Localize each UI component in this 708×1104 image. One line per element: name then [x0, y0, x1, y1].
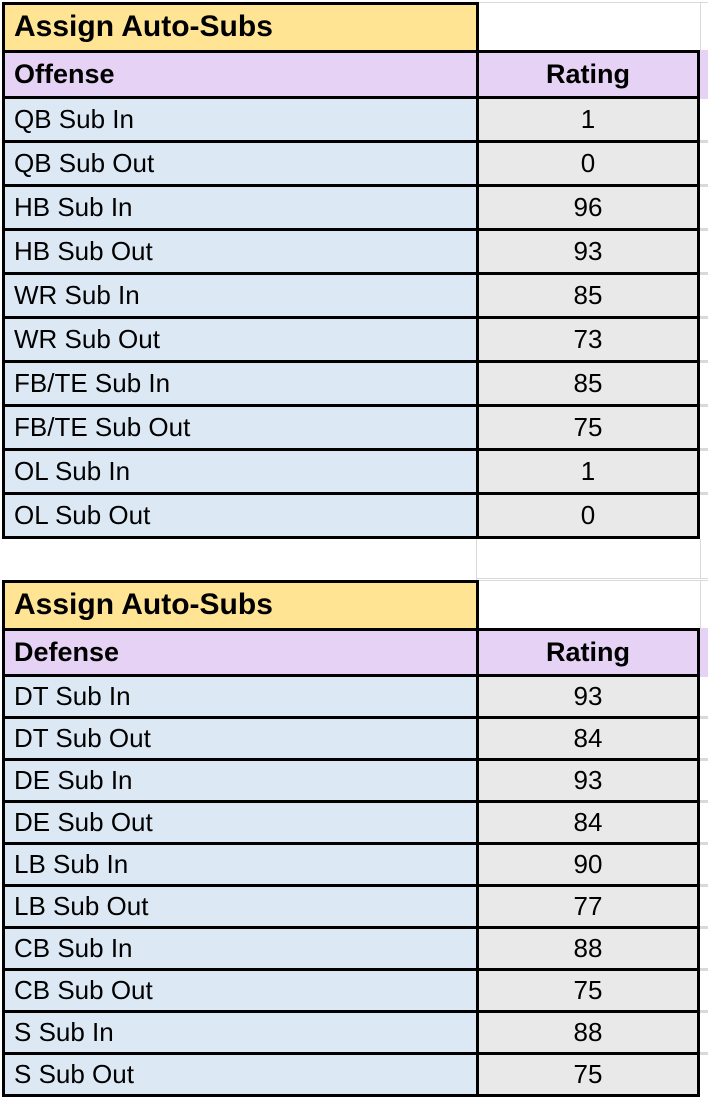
rating-cell[interactable]: 77: [479, 887, 697, 926]
label-cell[interactable]: LB Sub In: [5, 845, 479, 884]
table-rows: QB Sub In 1 QB Sub Out 0 HB Sub In 96: [5, 96, 697, 536]
header-fill-overflow: [700, 50, 708, 99]
table-row: FB/TE Sub Out 75: [5, 404, 697, 448]
table-rows: DT Sub In 93 DT Sub Out 84 DE Sub In 93: [5, 674, 697, 1094]
rating-header-cell[interactable]: Rating: [479, 53, 697, 96]
header-fill-overflow: [700, 628, 708, 677]
offense-auto-subs-table: Assign Auto-Subs Offense Rating QB Sub I…: [2, 2, 708, 539]
rating-cell[interactable]: 0: [479, 495, 697, 536]
label-cell[interactable]: WR Sub Out: [5, 319, 479, 360]
column-header-row: Offense Rating: [5, 53, 697, 96]
rating-cell[interactable]: 96: [479, 187, 697, 228]
gridline: [700, 677, 708, 1094]
table-row: WR Sub Out 73: [5, 316, 697, 360]
rating-cell[interactable]: 0: [479, 143, 697, 184]
label-cell[interactable]: WR Sub In: [5, 275, 479, 316]
table-row: DT Sub In 93: [5, 674, 697, 716]
table-row: QB Sub In 1: [5, 96, 697, 140]
rating-cell[interactable]: 88: [479, 929, 697, 968]
rating-cell[interactable]: 1: [479, 99, 697, 140]
table-title-cell[interactable]: Assign Auto-Subs: [2, 580, 479, 628]
table-row: OL Sub Out 0: [5, 492, 697, 536]
label-cell[interactable]: CB Sub Out: [5, 971, 479, 1010]
label-cell[interactable]: DE Sub In: [5, 761, 479, 800]
table-row: OL Sub In 1: [5, 448, 697, 492]
gridline: [700, 539, 701, 578]
rating-cell[interactable]: 84: [479, 803, 697, 842]
table-row: CB Sub In 88: [5, 926, 697, 968]
table-row: HB Sub In 96: [5, 184, 697, 228]
table-body: Defense Rating DT Sub In 93 DT Sub Out 8…: [2, 628, 700, 1097]
label-cell[interactable]: DT Sub Out: [5, 719, 479, 758]
defense-header-cell[interactable]: Defense: [5, 631, 479, 674]
table-row: CB Sub Out 75: [5, 968, 697, 1010]
empty-cell: [479, 2, 708, 50]
label-cell[interactable]: S Sub In: [5, 1013, 479, 1052]
rating-cell[interactable]: 85: [479, 363, 697, 404]
rating-cell[interactable]: 93: [479, 231, 697, 272]
label-cell[interactable]: S Sub Out: [5, 1055, 479, 1094]
rating-cell[interactable]: 75: [479, 971, 697, 1010]
table-row: LB Sub In 90: [5, 842, 697, 884]
rating-cell[interactable]: 93: [479, 677, 697, 716]
table-body: Offense Rating QB Sub In 1 QB Sub Out 0: [2, 50, 700, 539]
rating-cell[interactable]: 93: [479, 761, 697, 800]
rating-header-cell[interactable]: Rating: [479, 631, 697, 674]
label-cell[interactable]: FB/TE Sub In: [5, 363, 479, 404]
table-row: DE Sub Out 84: [5, 800, 697, 842]
table-row: FB/TE Sub In 85: [5, 360, 697, 404]
rating-cell[interactable]: 88: [479, 1013, 697, 1052]
rating-cell[interactable]: 84: [479, 719, 697, 758]
label-cell[interactable]: HB Sub Out: [5, 231, 479, 272]
table-row: QB Sub Out 0: [5, 140, 697, 184]
label-cell[interactable]: LB Sub Out: [5, 887, 479, 926]
table-title-row: Assign Auto-Subs: [2, 580, 708, 628]
rating-cell[interactable]: 1: [479, 451, 697, 492]
rating-cell[interactable]: 75: [479, 1055, 697, 1094]
label-cell[interactable]: CB Sub In: [5, 929, 479, 968]
rating-cell[interactable]: 90: [479, 845, 697, 884]
empty-cell: [479, 580, 708, 628]
rating-cell[interactable]: 85: [479, 275, 697, 316]
label-cell[interactable]: OL Sub Out: [5, 495, 479, 536]
table-row: WR Sub In 85: [5, 272, 697, 316]
label-cell[interactable]: QB Sub Out: [5, 143, 479, 184]
table-row: DE Sub In 93: [5, 758, 697, 800]
table-row: HB Sub Out 93: [5, 228, 697, 272]
label-cell[interactable]: DE Sub Out: [5, 803, 479, 842]
label-cell[interactable]: QB Sub In: [5, 99, 479, 140]
table-row: S Sub In 88: [5, 1010, 697, 1052]
offense-header-cell[interactable]: Offense: [5, 53, 479, 96]
table-row: DT Sub Out 84: [5, 716, 697, 758]
label-cell[interactable]: FB/TE Sub Out: [5, 407, 479, 448]
gridline: [477, 578, 708, 579]
table-title-row: Assign Auto-Subs: [2, 2, 708, 50]
table-row: LB Sub Out 77: [5, 884, 697, 926]
label-cell[interactable]: HB Sub In: [5, 187, 479, 228]
gridline: [700, 99, 708, 536]
column-header-row: Defense Rating: [5, 631, 697, 674]
defense-auto-subs-table: Assign Auto-Subs Defense Rating DT Sub I…: [2, 580, 708, 1097]
rating-cell[interactable]: 75: [479, 407, 697, 448]
table-row: S Sub Out 75: [5, 1052, 697, 1094]
label-cell[interactable]: DT Sub In: [5, 677, 479, 716]
rating-cell[interactable]: 73: [479, 319, 697, 360]
gridline: [476, 539, 477, 580]
label-cell[interactable]: OL Sub In: [5, 451, 479, 492]
table-title-cell[interactable]: Assign Auto-Subs: [2, 2, 479, 50]
